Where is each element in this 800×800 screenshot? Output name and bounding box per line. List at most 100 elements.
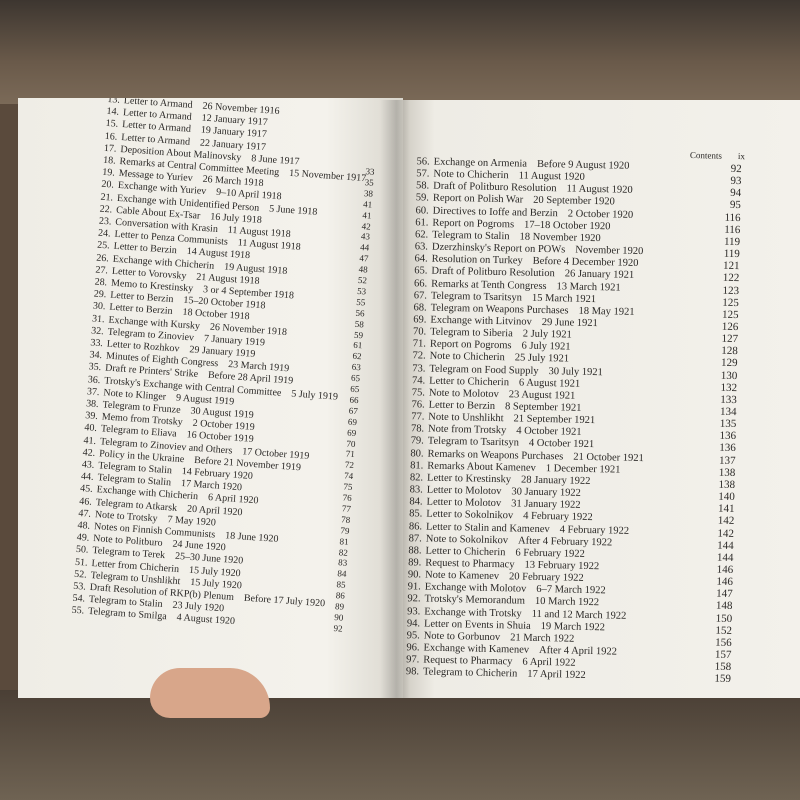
entry-date: 25 July 1921 (514, 352, 570, 365)
page-number: 82 (338, 546, 349, 558)
entry-title: Letter to Chicherin (429, 375, 510, 388)
entry-title: Letter to Molotov (426, 496, 502, 510)
entry-number: 52. (73, 568, 88, 581)
running-head: Contents (689, 150, 723, 161)
page-number: 126 (721, 320, 739, 334)
entry-title: Exchange with Trotsky (424, 606, 522, 620)
page-number: 138 (718, 478, 736, 491)
page-number: 71 (345, 448, 356, 460)
entry-number: 21. (100, 191, 114, 204)
entry-number: 40. (84, 422, 98, 435)
page-number: 74 (343, 470, 354, 482)
page-number: 125 (722, 296, 739, 309)
entry-title: Note to Chicherin (429, 351, 505, 364)
entry-number: 15. (105, 118, 119, 131)
entry-number: 49. (76, 532, 90, 544)
page-number: 121 (722, 259, 740, 273)
page-number: 129 (720, 357, 738, 370)
page-number: 79 (340, 524, 350, 536)
entry-date: After 4 February 1922 (517, 535, 613, 549)
entry-number: 59. (415, 192, 430, 205)
page-number: 123 (722, 284, 740, 297)
entry-date: 17 April 1922 (527, 669, 586, 682)
page-number: 140 (718, 490, 735, 504)
entry-date: 11 and 12 March 1922 (531, 608, 627, 622)
entry-title: Exchange with Molotov (424, 581, 527, 595)
page-number: 132 (720, 381, 738, 394)
entry-number: 30. (92, 300, 106, 313)
entry-title: Telegram to Chicherin (422, 666, 518, 680)
entry-number: 56. (416, 156, 430, 168)
entry-title: Exchange with Kamenev (423, 642, 530, 656)
page-number: 93 (730, 175, 742, 188)
page-number: 159 (714, 672, 732, 686)
entry-number: 34. (89, 349, 103, 362)
entry-title: Letter to Chicherin (425, 545, 506, 559)
entry-number: 38. (85, 398, 99, 411)
page-number: 59 (353, 329, 364, 340)
entry-number: 24. (97, 227, 111, 240)
entry-number: 54. (72, 592, 86, 605)
page-number: 41 (362, 198, 373, 210)
page-number: 43 (360, 231, 371, 242)
entry-date: 5 July 1919 (290, 388, 339, 403)
entry-number: 36. (87, 373, 101, 386)
page-number: 148 (715, 600, 733, 613)
page-number: 94 (729, 187, 742, 200)
entry-title: Request to Pharmacy (425, 557, 515, 571)
entry-date: 31 January 1922 (511, 498, 581, 511)
page-number: 81 (339, 535, 350, 547)
page-number: 142 (717, 527, 735, 540)
page-number: 136 (719, 442, 736, 455)
entry-title: Letter to Krestinsky (426, 472, 512, 486)
entry-title: Remarks About Kamenev (427, 460, 536, 474)
entry-title: Letter on Events in Shuia (423, 618, 531, 632)
page-number: 127 (721, 332, 739, 346)
entry-number: 44. (80, 471, 94, 484)
entry-number: 14. (106, 106, 120, 118)
entry-title: Telegram to Siberia (430, 326, 513, 340)
entry-title: Letter to Berzin (428, 399, 496, 412)
page-number: 92 (730, 162, 742, 176)
entry-date: 6 August 1921 (518, 377, 581, 390)
page-number: 83 (337, 557, 348, 569)
entry-date: After 4 April 1922 (538, 644, 618, 658)
page-number: 70 (346, 437, 356, 449)
right-contents: Contents ix 56. Exchange on Armenia Before… (403, 100, 800, 698)
entry-number: 53. (72, 580, 87, 593)
entry-title: Note to Sokolnikov (425, 533, 509, 546)
entry-number: 45. (79, 483, 94, 496)
page-number: 38 (363, 187, 374, 199)
left-contents: 13. Letter to Armand 26 November 1916 14. Le… (18, 98, 402, 698)
entry-number: 28. (94, 276, 108, 289)
page-number: 125 (721, 308, 739, 321)
page-number: 133 (720, 393, 737, 406)
entry-number: 46. (78, 495, 93, 508)
entry-date: 13 February 1922 (524, 559, 600, 573)
page-number: 86 (335, 590, 346, 601)
entry-date: 11 August 1920 (518, 170, 585, 183)
page-number: 77 (341, 503, 352, 514)
page-number: 84 (337, 568, 347, 580)
entry-number: 47. (78, 507, 92, 520)
entry-title: Exchange with Litvinov (430, 314, 532, 328)
entry-number: 18. (102, 154, 116, 167)
page-number: 130 (720, 369, 738, 382)
entry-date: 4 February 1922 (523, 510, 593, 524)
page-number: 136 (719, 430, 737, 443)
entry-date: 10 March 1922 (534, 596, 600, 609)
entry-title: Letter to Molotov (426, 484, 502, 498)
page-number: 52 (357, 274, 368, 286)
page-number: 65 (349, 383, 360, 395)
folio: ix (737, 151, 746, 162)
entry-title: Telegram to Tsaritsyn (430, 290, 523, 304)
entry-number: 43. (81, 459, 95, 471)
entry-title: Note to Kamenev (424, 569, 500, 583)
entry-date: 21 September 1921 (513, 413, 596, 427)
entry-date: 18 November 1920 (519, 231, 601, 245)
entry-date: 4 October 1921 (516, 425, 582, 439)
entry-title: Remarks at Tenth Congress (431, 278, 547, 292)
page-number: 134 (719, 405, 737, 419)
entry-title: Exchange on Armenia (433, 156, 528, 170)
entry-number: 42. (82, 446, 96, 459)
